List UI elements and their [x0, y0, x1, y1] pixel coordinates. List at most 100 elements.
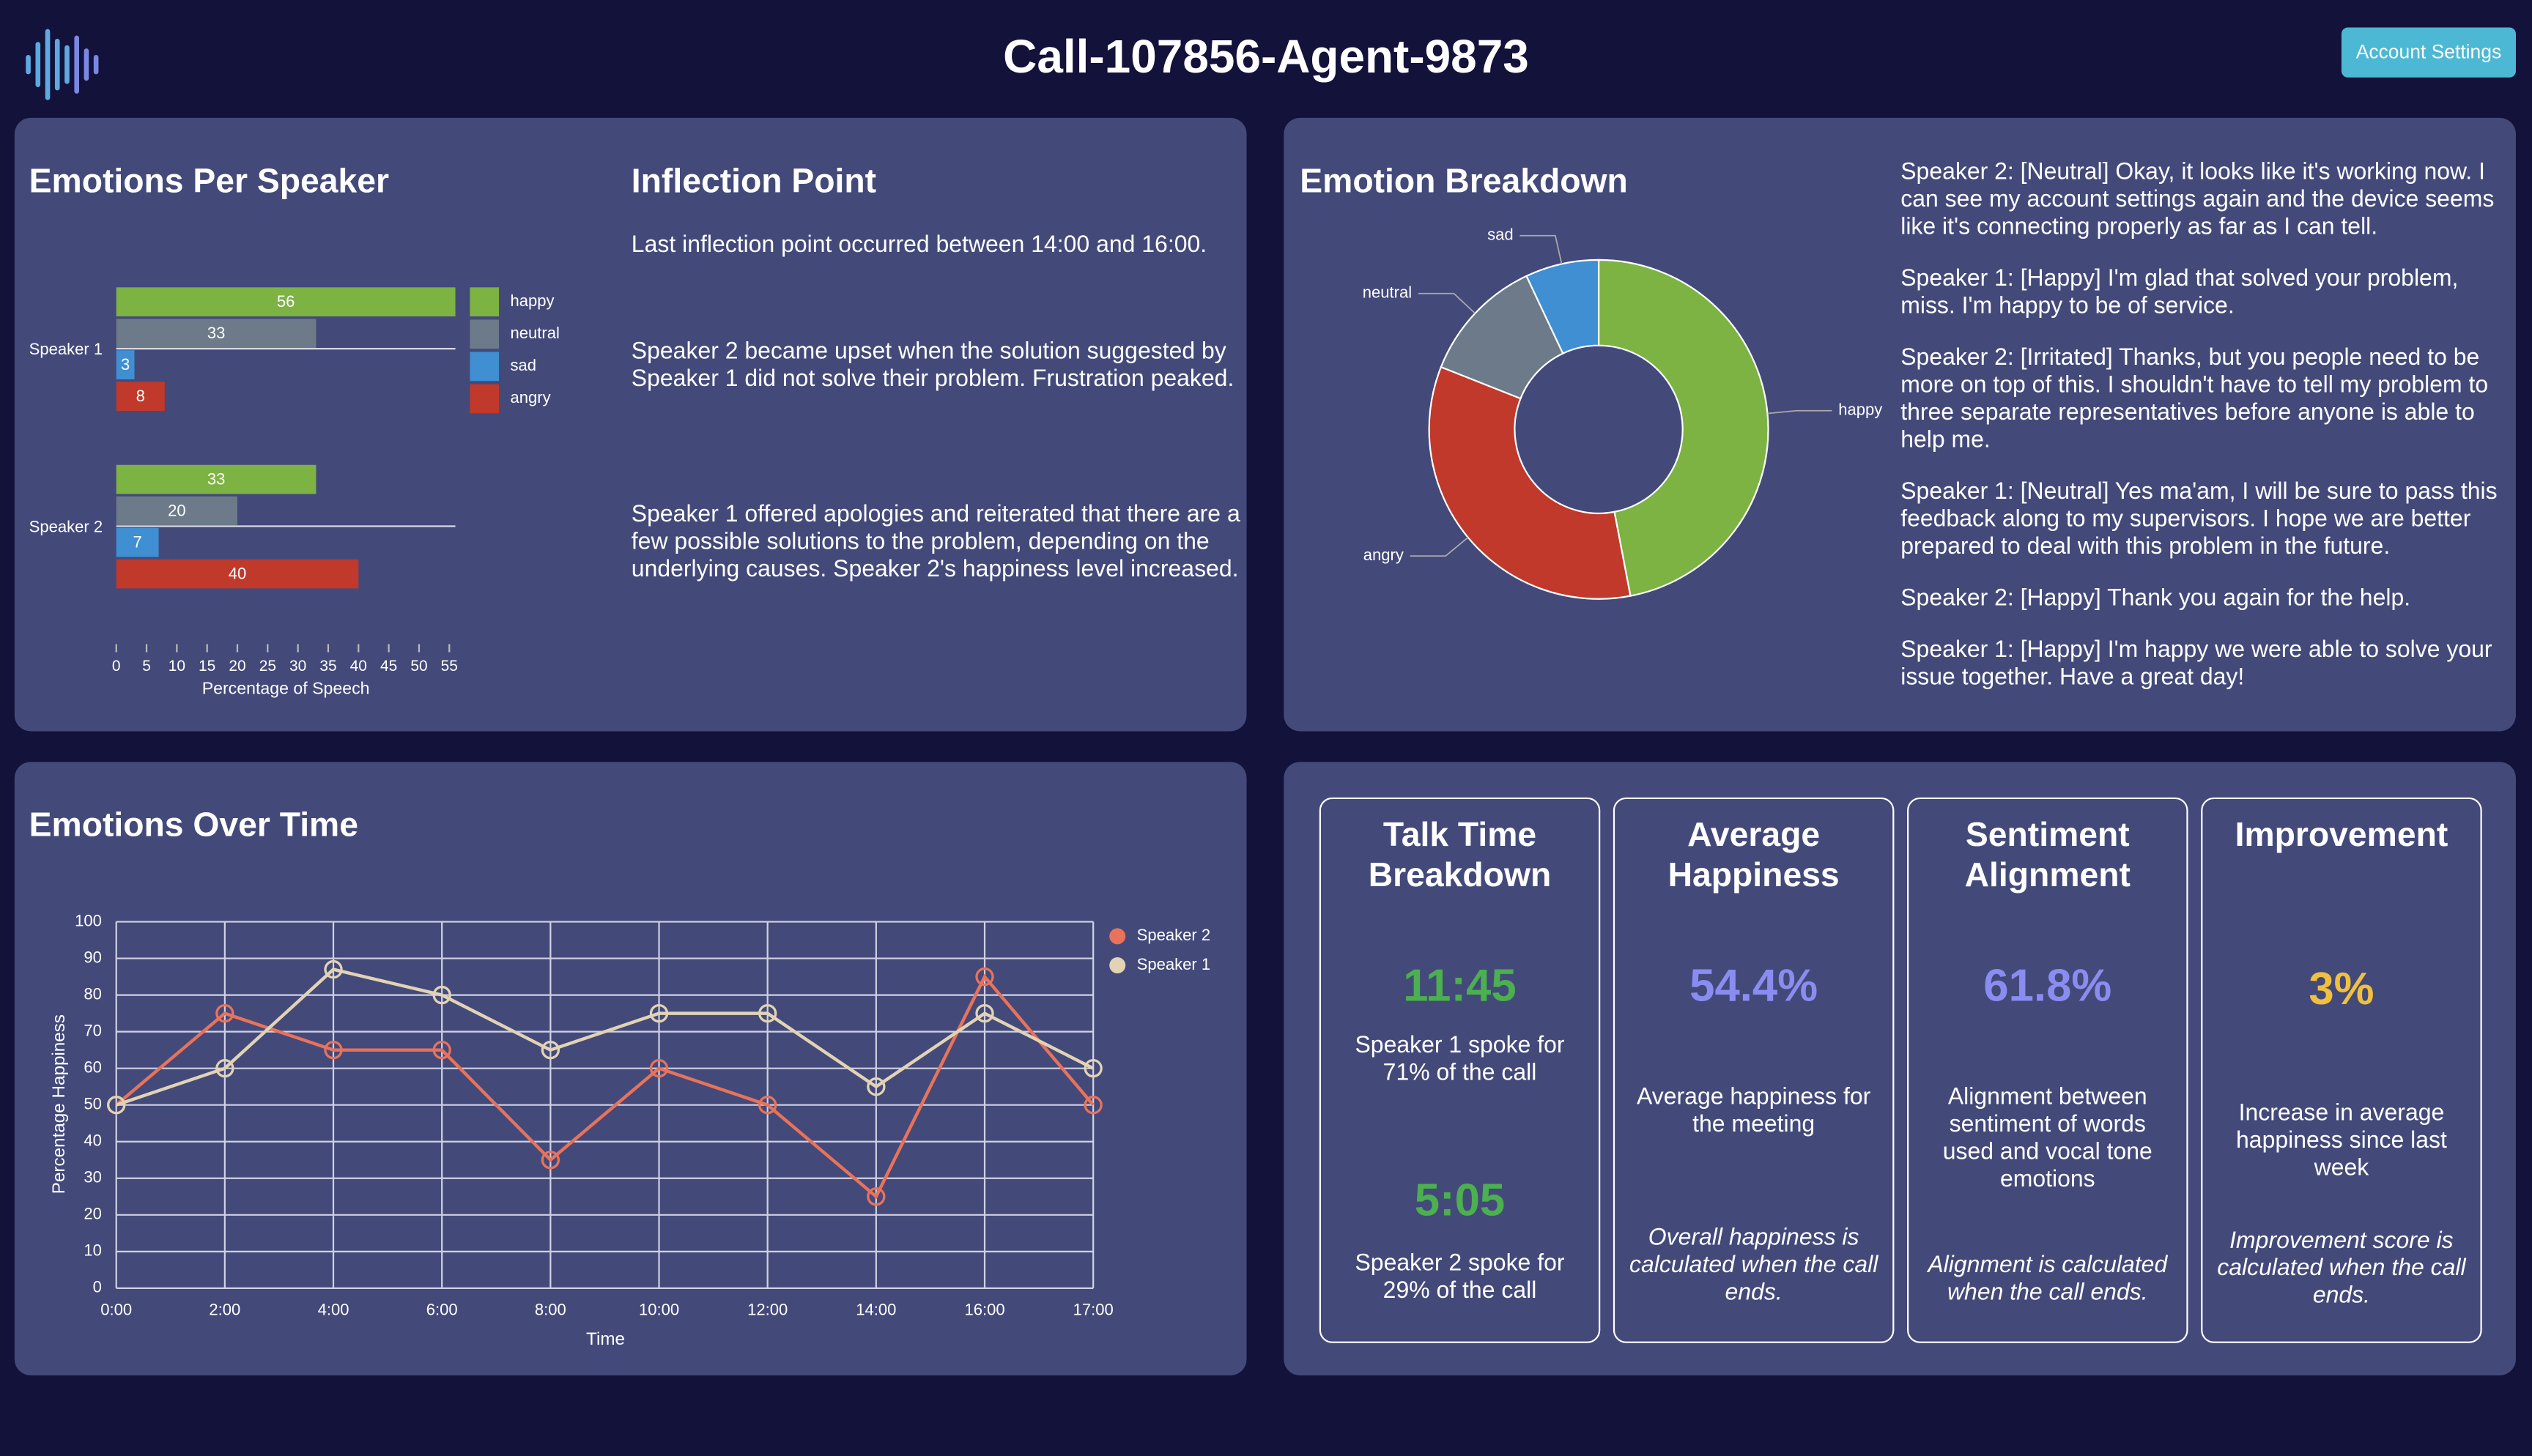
x-tick-label: 45	[380, 658, 397, 675]
metric-card: Average Happiness 54.4% Average happiness …	[1613, 797, 1895, 1343]
metric-caption: Average happiness for the meeting	[1637, 1085, 1871, 1138]
value-label: 56	[277, 292, 295, 311]
y-tick-label: 10	[84, 1241, 102, 1260]
x-tick-label: 30	[289, 658, 306, 675]
bar	[116, 382, 165, 411]
panel-title: Inflection Point	[631, 163, 877, 201]
y-tick-label: Speaker 2	[29, 518, 103, 536]
metric-note: Alignment is calculated when the call en…	[1928, 1252, 2168, 1307]
legend-swatch	[470, 384, 500, 414]
transcript-line: Speaker 1: [Happy] I'm happy we were abl…	[1900, 637, 2492, 691]
metric-caption: Alignment between sentiment of words use…	[1942, 1085, 2152, 1193]
slice-label: happy	[1838, 401, 1882, 419]
bar	[116, 319, 316, 348]
leader-line	[1418, 292, 1476, 314]
point	[975, 967, 994, 987]
metric-caption: Speaker 1 spoke for 71% of the call	[1355, 1033, 1565, 1087]
metric-value: 11:45	[1403, 960, 1517, 1011]
metric-title: Sentiment Alignment	[1964, 817, 2131, 895]
metric-value: 54.4%	[1689, 960, 1818, 1011]
y-tick-label: 50	[84, 1095, 102, 1113]
legend-label: Speaker 2	[1137, 926, 1210, 944]
panel	[1284, 762, 2516, 1375]
y-tick-label: Speaker 1	[29, 340, 103, 358]
value-label: 20	[168, 502, 186, 520]
legend-label: happy	[510, 291, 554, 310]
slice-label: angry	[1363, 546, 1404, 564]
bar	[116, 496, 238, 526]
metric-title: Improvement	[2235, 817, 2448, 854]
account-settings-button[interactable]: Account Settings	[2341, 27, 2516, 78]
donut-slice	[1525, 259, 1600, 355]
x-tick-label: 2:00	[209, 1301, 240, 1319]
y-tick-label: 30	[84, 1168, 102, 1186]
panel-title: Emotions Over Time	[29, 807, 358, 844]
legend-swatch	[470, 319, 500, 349]
logo-icon	[26, 29, 99, 100]
donut-slice	[1597, 259, 1769, 597]
value-label: 7	[133, 533, 141, 551]
value-label: 33	[207, 470, 226, 489]
point	[324, 1040, 343, 1060]
y-tick-label: 60	[84, 1058, 102, 1077]
bar	[116, 527, 159, 557]
y-tick-label: 70	[84, 1021, 102, 1039]
paragraph: Last inflection point occurred between 1…	[631, 232, 1207, 259]
point	[867, 1187, 886, 1206]
transcript-line: Speaker 1: [Neutral] Yes ma'am, I will b…	[1900, 479, 2498, 560]
y-tick-label: 20	[84, 1205, 102, 1223]
x-tick-label: 16:00	[964, 1301, 1004, 1319]
metric-title: Talk Time Breakdown	[1368, 817, 1552, 895]
metric-note: Improvement score is calculated when the…	[2217, 1228, 2466, 1310]
point	[215, 1058, 234, 1078]
paragraph: Speaker 1 offered apologies and reiterat…	[631, 502, 1240, 583]
value-label: 8	[136, 387, 145, 405]
y-tick-label: 0	[93, 1278, 102, 1296]
transcript-line: Speaker 1: [Happy] I'm glad that solved …	[1900, 266, 2459, 320]
metric-note: Overall happiness is calculated when the…	[1629, 1225, 1878, 1307]
x-tick-label: 14:00	[856, 1301, 896, 1319]
paragraph: Speaker 2 became upset when the solution…	[631, 338, 1234, 393]
line	[115, 973, 1095, 1200]
panel-title: Emotion Breakdown	[1300, 163, 1628, 201]
point	[432, 1040, 451, 1060]
leader-line	[1519, 234, 1563, 264]
value-label: 40	[229, 564, 247, 582]
point	[975, 1003, 994, 1023]
donut-slice	[1428, 365, 1632, 600]
metric-title: Average Happiness	[1667, 817, 1840, 895]
point	[1084, 1058, 1103, 1078]
logo	[23, 26, 110, 103]
legend-label: angry	[510, 388, 550, 406]
point	[107, 1096, 126, 1115]
point	[541, 1040, 560, 1060]
x-tick-label: 25	[259, 658, 276, 675]
y-tick-label: 100	[75, 911, 102, 929]
point	[649, 1058, 669, 1078]
transcript-line: Speaker 2: [Happy] Thank you again for t…	[1900, 586, 2411, 612]
x-tick-label: 6:00	[426, 1301, 458, 1319]
x-axis-label: Time	[586, 1329, 625, 1349]
transcript-line: Speaker 2: [Neutral] Okay, it looks like…	[1900, 160, 2495, 241]
transcript-line: Speaker 2: [Irritated] Thanks, but you p…	[1900, 345, 2489, 454]
bar	[116, 350, 135, 379]
x-tick-label: 40	[350, 658, 367, 675]
metric-caption: Speaker 2 spoke for 29% of the call	[1355, 1251, 1565, 1304]
metric-value: 3%	[2309, 963, 2374, 1014]
leader-line	[1410, 537, 1469, 557]
x-tick-label: 17:00	[1073, 1301, 1114, 1319]
x-tick-label: 12:00	[747, 1301, 788, 1319]
point	[541, 1151, 560, 1170]
metric-value: 5:05	[1414, 1175, 1506, 1225]
metric-value: 61.8%	[1983, 960, 2112, 1011]
legend-swatch	[470, 352, 500, 382]
point	[649, 1003, 669, 1023]
x-tick-label: 0	[112, 658, 121, 675]
leader-line	[1767, 409, 1832, 415]
x-tick-label: 15	[199, 658, 215, 675]
legend-marker	[1109, 957, 1126, 974]
y-tick-label: 40	[84, 1132, 102, 1150]
panel-title: Emotions Per Speaker	[29, 163, 390, 201]
legend-swatch	[470, 287, 500, 317]
